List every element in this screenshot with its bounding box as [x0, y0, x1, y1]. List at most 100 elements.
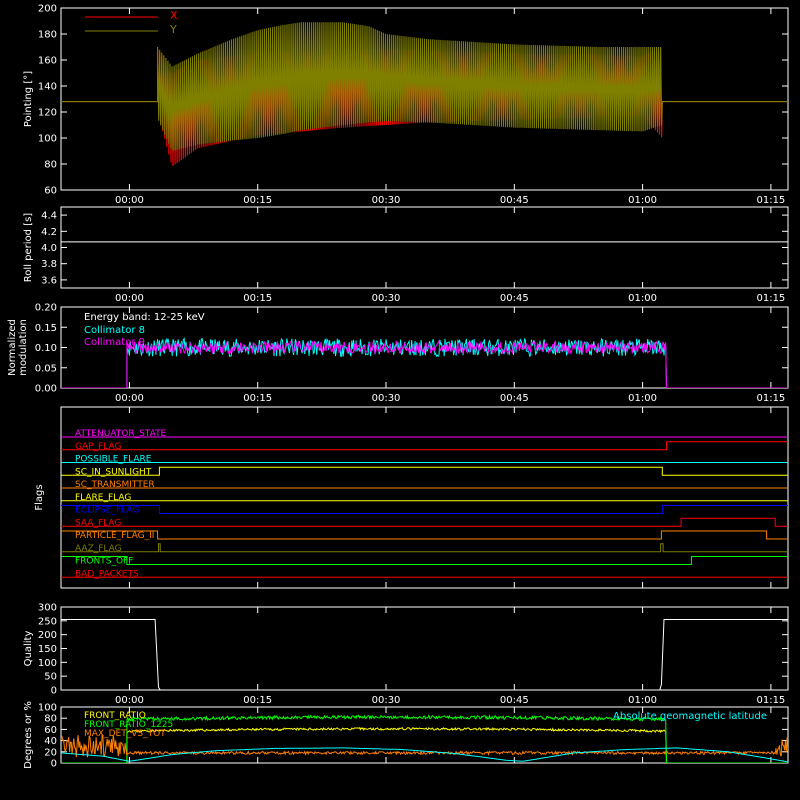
y-tick-label: 0.05 — [35, 363, 57, 374]
flag-label-sc-transmitter: SC_TRANSMITTER — [75, 480, 155, 490]
x-tick-label: 00:30 — [372, 195, 401, 206]
y-tick-label: 100 — [38, 703, 57, 714]
legend-label-collimator-8: Collimator 8 — [84, 325, 145, 336]
y-tick-label: 20 — [44, 747, 57, 758]
flag-line-fronts-off — [61, 556, 788, 565]
x-tick-label: 01:00 — [628, 695, 657, 706]
y-tick-label: 160 — [38, 56, 57, 67]
x-tick-label: 01:15 — [756, 393, 785, 404]
y-tick-label: 60 — [44, 186, 57, 197]
series-line-collimator-9 — [61, 339, 788, 388]
y-tick-label: 200 — [38, 4, 57, 15]
legend-label-max-det-vs-tot: MAX_DET_VS_TOT — [84, 729, 166, 739]
x-tick-label: 01:00 — [628, 195, 657, 206]
flag-label-flare-flag: FLARE_FLAG — [75, 493, 131, 503]
flag-label-aaz-flag: AAZ_FLAG — [75, 544, 122, 554]
quality-series — [61, 619, 788, 690]
x-tick-label: 00:45 — [500, 393, 529, 404]
y-tick-label: 4.2 — [41, 227, 57, 238]
legend-label-front-ratio-1225: FRONT_RATIO_1225 — [84, 720, 173, 730]
y-tick-label: 80 — [44, 160, 57, 171]
y-axis-label-line: Pointing [°] — [23, 71, 34, 127]
y-axis-label: Quality — [23, 631, 34, 667]
panel-quality: 00:00 00:15 00:30 00:45 01:00 01:15 0 50 100 150 2… — [23, 603, 789, 706]
panel-modulation: 00:00 00:15 00:30 00:45 01:00 01:15 0.00 0.05 0.… — [7, 303, 789, 404]
panel-frame — [60, 706, 789, 764]
panel-frame — [60, 406, 789, 589]
ratio-series — [61, 714, 788, 763]
x-tick-label: 00:15 — [243, 695, 272, 706]
energy-band-annotation: Energy band: 12-25 keV — [84, 312, 205, 323]
y-tick-label: 50 — [44, 672, 57, 683]
panel-frame — [60, 206, 789, 289]
x-tick-label: 00:30 — [372, 293, 401, 304]
y-tick-label: 4.0 — [41, 243, 57, 254]
legend-label-front-ratio: FRONT_RATIO — [84, 711, 146, 721]
flag-line-eclipse-flag — [61, 505, 788, 514]
y-tick-label: 40 — [44, 736, 57, 747]
flag-lines — [61, 436, 788, 578]
flag-line-saa-flag — [61, 517, 788, 527]
flag-label-fronts-off: FRONTS_OFF — [75, 557, 133, 567]
panel-roll: 00:00 00:15 00:30 00:45 01:00 01:15 3.6 3.8 4.0 4… — [23, 206, 789, 304]
x-tick-label: 00:45 — [500, 195, 529, 206]
y-tick-label: 0 — [51, 686, 57, 697]
y-axis-label-line: Degrees or % — [23, 701, 34, 769]
flag-label-bad-packets: BAD_PACKETS — [75, 569, 139, 579]
series-line-front-ratio — [61, 726, 788, 763]
y-axis-label: Roll period [s] — [23, 213, 34, 282]
y-tick-label: 0.10 — [35, 343, 57, 354]
y-tick-label: 60 — [44, 725, 57, 736]
flag-label-particle-flag-ii: PARTICLE_FLAG_II — [75, 531, 154, 541]
series-line-collimator-8 — [61, 337, 788, 388]
legend-label-y: Y — [169, 23, 177, 36]
x-tick-label: 00:00 — [115, 195, 144, 206]
series-line-absolute-geomagnetic-latitude — [61, 747, 788, 763]
y-tick-label: 3.8 — [41, 259, 57, 270]
y-tick-label: 0.20 — [35, 303, 57, 314]
x-tick-label: 00:00 — [115, 695, 144, 706]
geomagnetic-latitude-annotation: Absolute geomagnetic latitude — [613, 711, 767, 722]
y-tick-label: 200 — [38, 630, 57, 641]
y-tick-label: 100 — [38, 134, 57, 145]
y-axis-label-line: Quality — [23, 631, 34, 667]
y-tick-label: 140 — [38, 82, 57, 93]
y-axis-label-line: modulation — [18, 319, 29, 376]
series-line-y — [61, 22, 788, 151]
modulation-series — [61, 337, 788, 388]
y-tick-label: 300 — [38, 603, 57, 614]
flag-label-possible-flare: POSSIBLE_FLARE — [75, 455, 152, 465]
x-tick-label: 00:15 — [243, 195, 272, 206]
y-axis-label: Flags — [34, 484, 45, 510]
x-tick-label: 00:45 — [500, 695, 529, 706]
y-tick-label: 0.00 — [35, 384, 57, 395]
y-axis-label: Pointing [°] — [23, 71, 34, 127]
y-tick-label: 0.15 — [35, 323, 57, 334]
x-tick-label: 00:00 — [115, 393, 144, 404]
panel-pointing: 00:00 00:15 00:30 00:45 01:00 01:15 60 80 100 120… — [23, 4, 789, 206]
y-tick-label: 250 — [38, 616, 57, 627]
flag-line-particle-flag-ii — [61, 530, 788, 540]
flag-line-sc-in-sunlight — [61, 466, 788, 476]
x-tick-label: 01:15 — [756, 293, 785, 304]
y-axis-label: Normalizedmodulation — [7, 319, 29, 376]
y-tick-label: 150 — [38, 644, 57, 655]
x-tick-label: 00:00 — [115, 293, 144, 304]
y-tick-label: 0 — [51, 759, 57, 770]
y-tick-label: 180 — [38, 30, 57, 41]
y-tick-label: 120 — [38, 108, 57, 119]
quality-line — [61, 619, 788, 690]
x-tick-label: 00:15 — [243, 393, 272, 404]
legend-label-collimator-9: Collimator 9 — [84, 337, 145, 348]
legend-label-x: X — [170, 9, 178, 22]
x-tick-label: 00:45 — [500, 293, 529, 304]
x-tick-label: 01:00 — [628, 393, 657, 404]
flag-label-gap-flag: GAP_FLAG — [75, 442, 121, 452]
y-axis-label-line: Normalized — [7, 319, 18, 376]
y-tick-label: 4.4 — [41, 211, 57, 222]
flag-label-eclipse-flag: ECLIPSE_FLAG — [75, 506, 139, 516]
x-tick-label: 01:15 — [756, 695, 785, 706]
y-tick-label: 3.6 — [41, 275, 57, 286]
